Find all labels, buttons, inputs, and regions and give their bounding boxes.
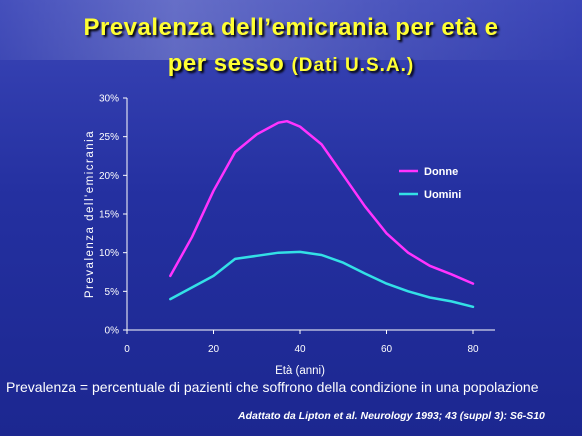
x-tick-label: 60 [381, 344, 393, 355]
x-tick-label: 0 [124, 344, 130, 355]
x-ticks: 0 20 40 60 80 [124, 330, 479, 355]
y-tick-label: 20% [99, 171, 119, 182]
y-tick-label: 10% [99, 248, 119, 259]
legend: Donne Uomini [399, 166, 461, 201]
header-band [0, 0, 582, 60]
series-lines [169, 119, 475, 309]
y-tick-label: 15% [99, 210, 119, 221]
axes [126, 98, 495, 331]
definition-note: Prevalenza = percentuale di pazienti che… [6, 379, 539, 395]
x-tick-label: 40 [294, 344, 306, 355]
legend-label-donne: Donne [424, 166, 458, 178]
x-tick-label: 80 [467, 344, 479, 355]
y-axis-label: Prevalenza dell'emicrania [84, 130, 96, 298]
y-ticks: 0% 5% 10% 15% 20% 25% 30% [99, 94, 127, 337]
y-tick-label: 25% [99, 132, 119, 143]
y-tick-label: 0% [105, 326, 120, 337]
y-tick-label: 30% [99, 94, 119, 105]
x-tick-label: 20 [208, 344, 220, 355]
title-note: (Dati U.S.A.) [291, 55, 415, 76]
series-line-uomini [169, 250, 475, 309]
x-axis-label: Età (anni) [275, 365, 325, 377]
title-main: per sesso [167, 50, 285, 77]
title-line-2: per sesso (Dati U.S.A.) [0, 50, 582, 78]
series-line-donne [169, 119, 475, 285]
title-line-1: Prevalenza dell’emicrania per età e [83, 14, 499, 41]
y-tick-label: 5% [105, 287, 120, 298]
legend-label-uomini: Uomini [424, 189, 461, 201]
source-citation: Adattato da Lipton et al. Neurology 1993… [238, 410, 545, 422]
